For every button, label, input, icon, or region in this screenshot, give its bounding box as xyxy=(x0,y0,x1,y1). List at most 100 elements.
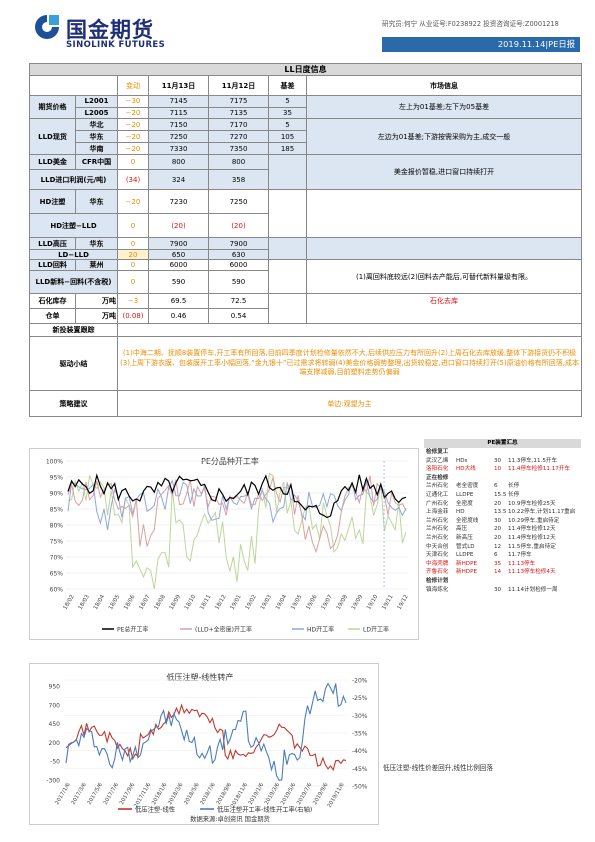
x-tick-label: 18/06 xyxy=(123,594,136,611)
chart2-title: 低压注塑-线性转产 xyxy=(167,672,234,682)
summary-cell: 中海壳牌 xyxy=(426,560,449,567)
series-line-spread xyxy=(65,703,347,772)
strategy-label: 策略建议 xyxy=(29,390,118,417)
x-tick-label: 2019/7/6 xyxy=(296,782,314,806)
import-profit-d12: 358 xyxy=(208,169,269,190)
summary-cell: 齐鲁石化 xyxy=(426,569,449,576)
spread-note: 低压注塑-线性价差回升,线性比例回落 xyxy=(383,764,493,772)
futures-row-chg: −20 xyxy=(117,106,149,119)
x-tick-label: 19/02 xyxy=(245,594,258,611)
header-basis: 基差 xyxy=(268,75,307,96)
header-change: 变动 xyxy=(117,75,149,96)
ld-ll-label: LD−LLD xyxy=(29,249,118,260)
summary-cell: 11.14计划检修一周 xyxy=(508,586,558,593)
x-tick-label: 18/11 xyxy=(199,594,212,611)
spot-row-d13: 7250 xyxy=(148,130,209,143)
y-left-tick-label: 700 xyxy=(49,702,61,709)
x-tick-label: 18/04 xyxy=(93,594,106,611)
legend-label: HD开工率 xyxy=(307,626,334,634)
x-tick-label: 2019/11/6 xyxy=(327,782,346,809)
summary-cell: 6 xyxy=(494,483,498,490)
summary-section-label: 检修计划 xyxy=(426,577,449,584)
x-tick-label: 19/01 xyxy=(230,594,243,611)
summary-section: 正在检修 xyxy=(424,474,581,483)
summary-cell: 11.13停车 xyxy=(508,560,536,567)
legend-label: (LLD+全密度)开工率 xyxy=(195,626,252,634)
spot-label: LLD现货 xyxy=(29,118,76,155)
spot-row-chg: −20 xyxy=(117,130,149,143)
spread-svg: 低压注塑-线性转产 950 700 450 200 -50 -300 -20% -25% -3… xyxy=(46,672,368,823)
summary-row: 中海壳牌 新HDPE 35 11.13停车 xyxy=(424,560,581,569)
legend-label: LD开工率 xyxy=(363,626,389,634)
summary-cell: 上海金菲 xyxy=(426,509,449,516)
summary-cell: 10.22停车,计划11.17重启 xyxy=(508,509,576,516)
spot-row-d12: 7270 xyxy=(208,130,269,143)
ld-d13: 7900 xyxy=(148,237,209,250)
summary-cell: 镇海炼化 xyxy=(426,586,449,593)
x-tick-label: 2019/9/6 xyxy=(312,782,330,806)
summary-cell: HD大线 xyxy=(456,466,476,473)
table-title: LL日度信息 xyxy=(28,63,583,76)
summary-cell: 11.7停车 xyxy=(508,552,532,559)
futures-row-chg: −30 xyxy=(117,95,149,108)
pe-device-summary: PE装置汇总 检修复工 武汉乙烯 HDs 30 11.3停车,11.5开车 洛阳石化 HD大… xyxy=(424,439,581,639)
y-tick-label: 80% xyxy=(50,523,64,530)
ll-daily-table: LL日度信息 变动 11月13日 11月12日 基差 市场信息 期货价格 L20… xyxy=(28,63,583,417)
hd-ll-d13: (20) xyxy=(148,213,209,238)
summary-cell: 老全密度 xyxy=(456,483,479,490)
ld-sub: 华东 xyxy=(75,237,118,250)
header-blank xyxy=(29,75,118,96)
spot-row-chg: −20 xyxy=(117,118,149,131)
pe-operating-rate-chart: PE分品种开工率 100% 95% 90% 85% 80% 75% 70% 65% 60% 18… xyxy=(29,448,419,640)
spot-row-basis: 105 xyxy=(268,130,307,143)
x-tick-label: 18/02 xyxy=(63,594,76,611)
summary-section: 检修复工 xyxy=(424,448,581,457)
hd-ll-chg: 0 xyxy=(117,213,149,238)
inventory-info: 石化去库 xyxy=(305,293,583,324)
x-tick-label: 2017/5/6 xyxy=(87,782,105,806)
y-right-tick-label: -25% xyxy=(352,695,368,702)
x-tick-label: 2018/7/6 xyxy=(199,782,217,806)
summary-cell: 12 xyxy=(494,543,502,550)
x-tick-label: 19/11 xyxy=(381,594,394,611)
y-right-tick-label: -20% xyxy=(352,678,368,685)
summary-cell: HDs xyxy=(456,457,468,464)
ld-label: LLD高压 xyxy=(29,237,76,250)
summary-row: 兰州石化 老全密度 6 长停 xyxy=(424,482,581,491)
summary-section-label: 正在检修 xyxy=(426,474,449,481)
summary-row: 武汉乙烯 HDs 30 11.3停车,11.5开车 xyxy=(424,457,581,466)
y-left-tick-label: 450 xyxy=(49,721,61,728)
y-left-tick-label: 200 xyxy=(49,740,61,747)
usd-chg: 0 xyxy=(117,154,149,170)
x-tick-label: 2017/9/6 xyxy=(119,782,137,806)
summary-cell: 洛阳石化 xyxy=(426,466,449,473)
sinolink-logo-icon xyxy=(35,15,59,39)
x-tick-label: 2019/5/6 xyxy=(280,782,298,806)
y-tick-label: 90% xyxy=(50,491,64,498)
analyst-info: 研究员:何宁 从业证号:F0238922 投资咨询证号:Z0001218 xyxy=(382,20,559,28)
series-line xyxy=(67,475,407,554)
summary-cell: 高压 xyxy=(456,526,468,533)
futures-row-d13: 7115 xyxy=(148,106,209,119)
x-tick-label: 2019/3/6 xyxy=(264,782,282,806)
spot-row-basis: 5 xyxy=(268,118,307,131)
summary-cell: 10 xyxy=(494,466,502,473)
legend-label: 低压注塑开工率-线性开工率(右轴) xyxy=(217,805,312,814)
summary-cell: 14 xyxy=(494,569,502,576)
summary-cell: 20 xyxy=(494,526,502,533)
usd-d13: 800 xyxy=(148,154,209,170)
hd-ll-label: HD注塑−LLD xyxy=(29,213,118,238)
summary-row: 上海金菲 HD 13.5 10.22停车,计划11.17重启 xyxy=(424,508,581,517)
futures-label: 期货价格 xyxy=(29,95,76,119)
summary-cell: 新高压 xyxy=(456,534,473,541)
x-tick-label: 18/12 xyxy=(214,594,227,611)
ld-chg: 0 xyxy=(117,237,149,250)
y-right-tick-label: -30% xyxy=(352,713,368,720)
summary-cell: 13.5 xyxy=(494,509,507,516)
summary-cell: 30 xyxy=(494,517,502,524)
summary-section-label: 检修复工 xyxy=(426,449,449,455)
import-profit-chg: (34) xyxy=(117,169,149,190)
hd-chg: −20 xyxy=(117,189,149,214)
recycle-info: (1)离回料底较远(2)回料去产能后,可替代新料量级有限。 xyxy=(305,259,583,294)
summary-cell: 武汉乙烯 xyxy=(426,457,449,464)
